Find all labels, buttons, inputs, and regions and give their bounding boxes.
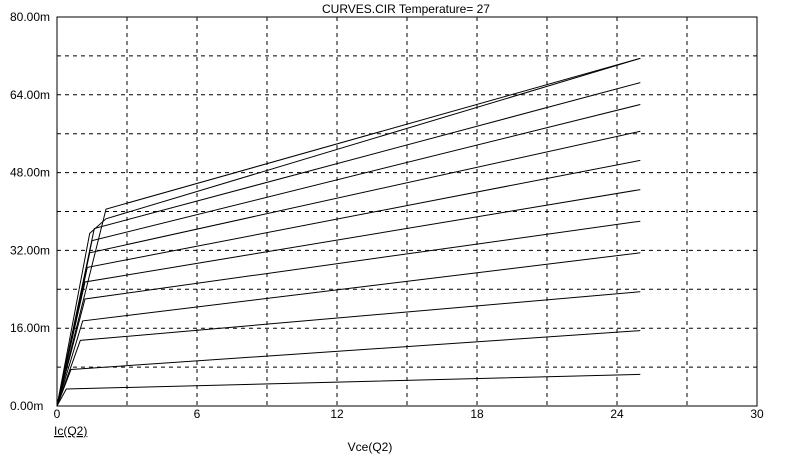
series-line-1 [56, 373, 641, 407]
y-tick-label: 0.00m [10, 399, 43, 413]
y-tick-label: 64.00m [10, 88, 50, 102]
y-tick-label: 48.00m [10, 166, 50, 180]
y-ticks: 0.00m 16.00m 32.00m 48.00m 64.00m 80.00m [10, 10, 50, 413]
x-tick-label: 30 [750, 407, 764, 421]
series-line-7 [56, 159, 641, 407]
series-line-6 [56, 189, 641, 407]
y-tick-label: 32.00m [10, 243, 50, 257]
x-tick-label: 6 [194, 407, 201, 421]
series-line-2 [56, 330, 641, 407]
plot-frame [56, 16, 758, 407]
series-line-11 [56, 57, 641, 407]
x-axis-label: Vce(Q2) [348, 440, 393, 454]
x-ticks: 0 6 12 18 24 30 [54, 407, 764, 421]
chart-title: CURVES.CIR Temperature= 27 [322, 2, 490, 16]
series-line-12 [56, 57, 641, 407]
y-axis-label: Ic(Q2) [54, 424, 87, 438]
series-line-9 [56, 104, 641, 407]
y-tick-label: 16.00m [10, 321, 50, 335]
x-tick-label: 18 [470, 407, 484, 421]
x-tick-label: 24 [610, 407, 624, 421]
y-tick-label: 80.00m [10, 10, 50, 24]
series-line-4 [56, 252, 641, 407]
series-line-10 [56, 82, 641, 407]
grid [57, 17, 757, 406]
x-tick-label: 0 [54, 407, 61, 421]
series-line-3 [56, 291, 641, 407]
x-tick-label: 12 [330, 407, 344, 421]
series-group [56, 57, 641, 407]
